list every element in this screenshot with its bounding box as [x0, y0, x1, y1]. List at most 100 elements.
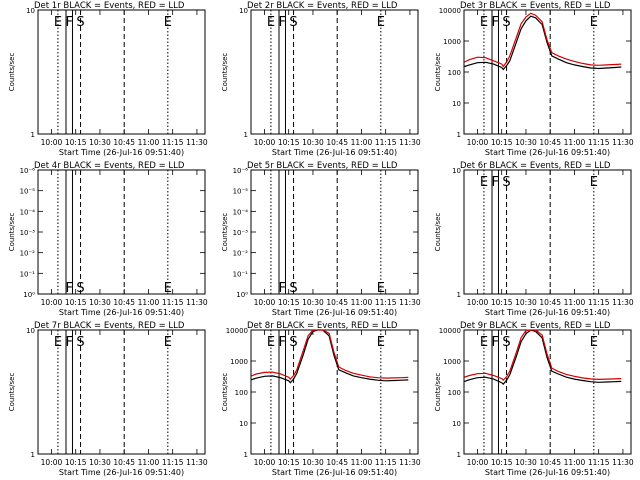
x-tick-label: 10:30	[89, 298, 111, 307]
y-tick-label: 10	[239, 420, 248, 428]
y-axis-label: Counts/sec	[434, 373, 442, 412]
y-tick-label: 10⁻⁵	[233, 188, 249, 196]
x-axis-label: Start Time (26-Jul-16 09:51:40)	[59, 468, 184, 477]
x-tick-label: 10:45	[539, 298, 561, 307]
x-axis-label: Start Time (26-Jul-16 09:51:40)	[59, 308, 184, 317]
y-tick-label: 10	[452, 100, 461, 108]
x-tick-label: 10:15	[278, 298, 300, 307]
x-tick-label: 10:00	[254, 138, 276, 147]
event-marker-label: E	[377, 15, 385, 30]
x-tick-label: 10:15	[65, 458, 87, 467]
y-tick-label: 1000	[443, 38, 461, 46]
plot-frame	[250, 9, 419, 135]
y-tick-label: 10⁻²	[20, 250, 36, 258]
x-tick-label: 11:30	[399, 458, 421, 467]
y-tick-label: 10⁻²	[233, 250, 249, 258]
x-tick-label: 10:45	[326, 138, 348, 147]
y-axis-label: Counts/sec	[221, 53, 229, 92]
x-tick-label: 10:15	[278, 458, 300, 467]
y-axis-label: Counts/sec	[434, 213, 442, 252]
y-tick-label: 10⁻¹	[233, 270, 249, 278]
event-marker-label: E	[480, 335, 488, 350]
x-tick-label: 10:15	[491, 298, 513, 307]
y-tick-label: 10⁻⁶	[233, 167, 249, 175]
event-marker-label: F	[279, 335, 286, 350]
panel-title: Det 2r BLACK = Events, RED = LLD	[247, 1, 398, 11]
x-tick-label: 11:15	[162, 298, 184, 307]
y-tick-label: 1	[31, 131, 35, 139]
y-tick-label: 1	[457, 291, 461, 299]
event-marker-label: E	[480, 15, 488, 30]
panel-title: Det 4r BLACK = Events, RED = LLD	[34, 161, 185, 171]
x-tick-label: 10:45	[326, 458, 348, 467]
x-tick-label: 10:45	[113, 458, 135, 467]
event-marker-label: F	[66, 281, 73, 296]
x-tick-label: 10:15	[65, 138, 87, 147]
x-tick-label: 10:00	[41, 458, 63, 467]
panel-title: Det 9r BLACK = Events, RED = LLD	[460, 321, 611, 331]
event-marker-label: E	[590, 15, 598, 30]
y-axis-label: Counts/sec	[8, 53, 16, 92]
x-axis-label: Start Time (26-Jul-16 09:51:40)	[485, 148, 610, 157]
panel-title: Det 7r BLACK = Events, RED = LLD	[34, 321, 185, 331]
x-axis-label: Start Time (26-Jul-16 09:51:40)	[272, 308, 397, 317]
x-tick-label: 11:30	[399, 138, 421, 147]
event-marker-label: S	[502, 15, 510, 30]
x-tick-label: 10:15	[491, 138, 513, 147]
plot-frame	[250, 329, 419, 455]
x-tick-label: 10:15	[65, 298, 87, 307]
y-tick-label: 1	[244, 451, 248, 459]
y-tick-label: 10000	[226, 327, 248, 335]
x-tick-label: 11:30	[186, 458, 208, 467]
y-tick-label: 10⁻⁵	[20, 188, 36, 196]
x-tick-label: 11:15	[588, 458, 610, 467]
y-tick-label: 10⁻⁶	[20, 167, 36, 175]
x-tick-label: 11:00	[564, 298, 586, 307]
y-tick-label: 10	[452, 167, 461, 175]
x-axis-label: Start Time (26-Jul-16 09:51:40)	[272, 468, 397, 477]
x-tick-label: 11:30	[612, 298, 634, 307]
y-axis-label: Counts/sec	[8, 213, 16, 252]
x-tick-label: 11:00	[138, 138, 160, 147]
x-tick-label: 10:45	[113, 138, 135, 147]
event-marker-label: F	[279, 15, 286, 30]
y-tick-label: 10⁻¹	[20, 270, 36, 278]
x-axis-label: Start Time (26-Jul-16 09:51:40)	[485, 308, 610, 317]
y-tick-label: 10	[26, 327, 35, 335]
x-axis-label: Start Time (26-Jul-16 09:51:40)	[485, 468, 610, 477]
y-tick-label: 10000	[439, 7, 461, 15]
y-tick-label: 10⁻³	[20, 229, 36, 237]
plot-frame	[463, 9, 632, 135]
y-tick-label: 10	[452, 420, 461, 428]
x-tick-label: 10:45	[326, 298, 348, 307]
event-marker-label: F	[66, 15, 73, 30]
y-tick-label: 1	[244, 131, 248, 139]
event-marker-label: S	[502, 335, 510, 350]
x-axis-label: Start Time (26-Jul-16 09:51:40)	[59, 148, 184, 157]
x-tick-label: 10:00	[254, 298, 276, 307]
event-marker-label: S	[502, 175, 510, 190]
y-axis-label: Counts/sec	[221, 213, 229, 252]
events-series-line	[464, 15, 622, 71]
panel-title: Det 6r BLACK = Events, RED = LLD	[460, 161, 611, 171]
y-tick-label: 10⁻⁴	[20, 208, 36, 216]
x-tick-label: 10:00	[467, 458, 489, 467]
event-marker-label: E	[377, 335, 385, 350]
x-tick-label: 11:30	[612, 458, 634, 467]
event-marker-label: E	[164, 281, 172, 296]
panel-title: Det 8r BLACK = Events, RED = LLD	[247, 321, 398, 331]
x-tick-label: 10:45	[539, 138, 561, 147]
x-tick-label: 10:00	[254, 458, 276, 467]
event-marker-label: F	[492, 335, 499, 350]
event-marker-label: S	[289, 15, 297, 30]
x-tick-label: 10:30	[302, 458, 324, 467]
event-marker-label: E	[590, 175, 598, 190]
y-tick-label: 1	[457, 131, 461, 139]
event-marker-label: S	[76, 281, 84, 296]
event-marker-label: E	[377, 281, 385, 296]
